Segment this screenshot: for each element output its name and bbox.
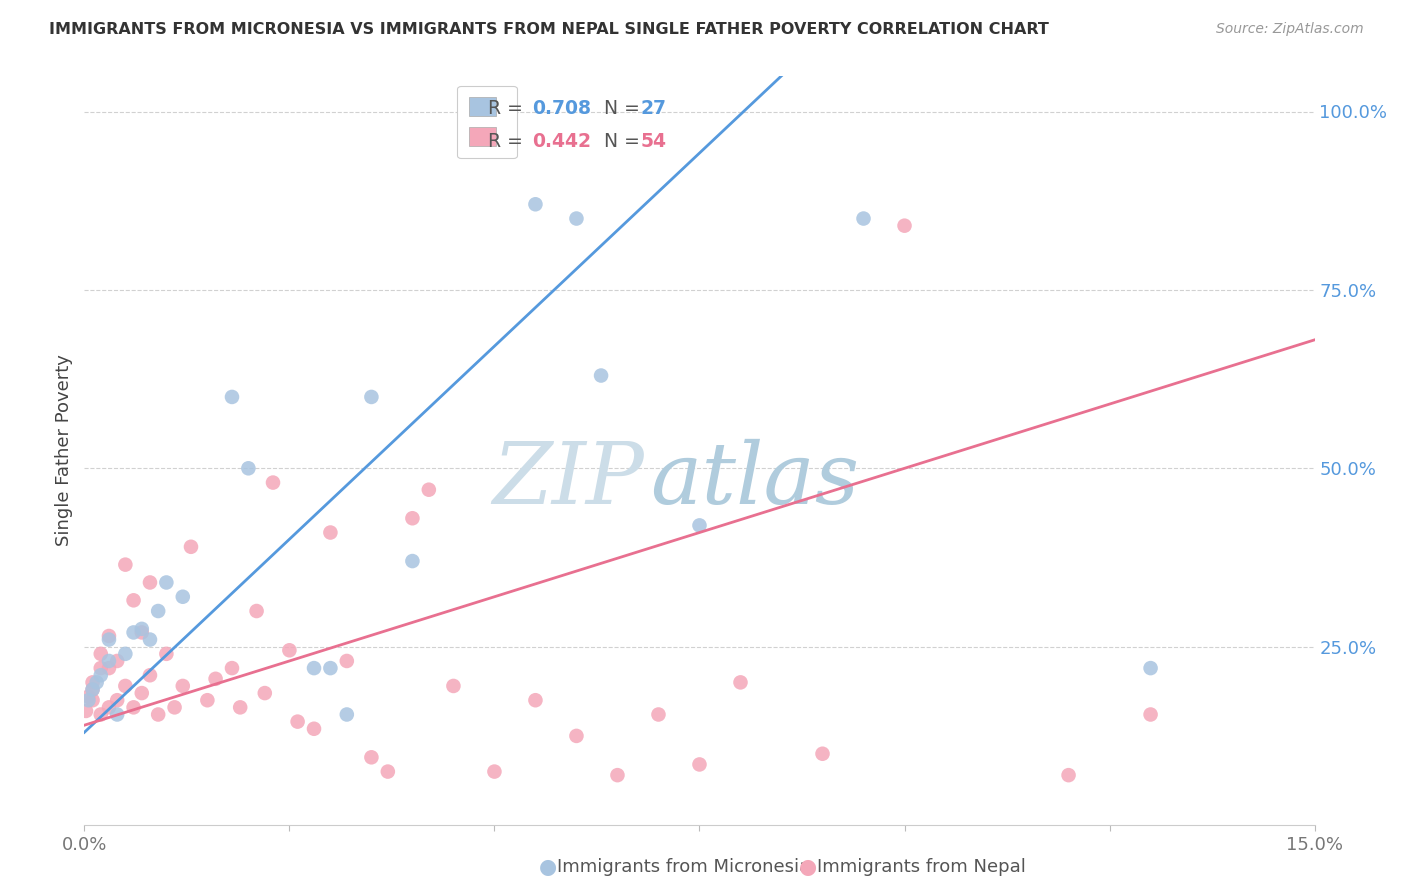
Point (131, 625, 153, 640)
Point (122, 593, 145, 607)
Point (221, 661, 243, 675)
Point (75, 704, 97, 718)
Point (278, 643, 301, 657)
Point (360, 390, 382, 404)
Text: ●: ● (540, 857, 557, 877)
Point (90, 647, 112, 661)
Point (82, 675, 104, 690)
Point (148, 707, 170, 722)
Point (1057, 768, 1080, 782)
Text: ●: ● (800, 857, 817, 877)
Point (105, 707, 128, 722)
Point (114, 679, 136, 693)
Point (893, 219, 915, 233)
Point (238, 461, 260, 475)
Point (418, 483, 440, 497)
Point (484, 764, 506, 779)
Point (131, 686, 153, 700)
Point (443, 679, 465, 693)
Text: R =: R = (488, 132, 529, 152)
Point (155, 575, 177, 590)
Point (262, 475, 284, 490)
Point (401, 511, 423, 525)
Text: Immigrants from Nepal: Immigrants from Nepal (817, 858, 1026, 876)
Point (524, 693, 547, 707)
Point (524, 197, 547, 211)
Point (172, 679, 194, 693)
Point (98, 629, 120, 643)
Point (139, 632, 162, 647)
Point (77, 690, 100, 704)
Point (852, 211, 875, 226)
Point (105, 693, 128, 707)
Point (98, 632, 120, 647)
Point (246, 604, 269, 618)
Point (148, 604, 170, 618)
Text: 54: 54 (641, 132, 666, 152)
Text: Immigrants from Micronesia: Immigrants from Micronesia (557, 858, 810, 876)
Point (360, 750, 382, 764)
Point (86, 675, 108, 690)
Point (229, 700, 252, 714)
Point (82, 682, 104, 697)
Point (139, 668, 162, 682)
Point (689, 518, 711, 533)
Point (253, 686, 276, 700)
Point (287, 714, 309, 729)
Point (565, 729, 588, 743)
Point (302, 722, 325, 736)
Point (139, 575, 162, 590)
Text: N =: N = (592, 98, 647, 118)
Point (204, 672, 226, 686)
Point (401, 554, 423, 568)
Point (319, 661, 342, 675)
Text: atlas: atlas (651, 439, 859, 522)
Point (77, 693, 100, 707)
Point (180, 540, 202, 554)
Point (319, 525, 342, 540)
Text: Source: ZipAtlas.com: Source: ZipAtlas.com (1216, 22, 1364, 37)
Point (197, 693, 219, 707)
Point (82, 682, 104, 697)
Point (336, 654, 359, 668)
Point (98, 700, 120, 714)
Point (1139, 661, 1161, 675)
Point (811, 747, 834, 761)
Y-axis label: Single Father Poverty: Single Father Poverty (55, 354, 73, 547)
Point (131, 622, 153, 636)
Point (105, 654, 128, 668)
Point (114, 647, 136, 661)
Text: N =: N = (592, 132, 647, 152)
Point (122, 625, 145, 640)
Point (730, 675, 752, 690)
Point (122, 700, 145, 714)
Text: ZIP: ZIP (492, 439, 644, 522)
Point (689, 757, 711, 772)
Point (565, 211, 588, 226)
Point (606, 768, 628, 782)
Point (172, 590, 194, 604)
Point (155, 647, 177, 661)
Point (377, 764, 399, 779)
Point (90, 668, 112, 682)
Point (336, 707, 359, 722)
Text: 27: 27 (641, 98, 666, 118)
Text: 0.442: 0.442 (533, 132, 591, 152)
Point (98, 661, 120, 675)
Point (90, 707, 112, 722)
Point (114, 558, 136, 572)
Point (647, 707, 669, 722)
Point (98, 654, 120, 668)
Point (221, 390, 243, 404)
Point (90, 661, 112, 675)
Point (1139, 707, 1161, 722)
Point (163, 700, 186, 714)
Text: IMMIGRANTS FROM MICRONESIA VS IMMIGRANTS FROM NEPAL SINGLE FATHER POVERTY CORREL: IMMIGRANTS FROM MICRONESIA VS IMMIGRANTS… (49, 22, 1049, 37)
Legend: , : , (457, 86, 517, 159)
Text: R =: R = (488, 98, 529, 118)
Text: 0.708: 0.708 (533, 98, 591, 118)
Point (82, 693, 104, 707)
Point (591, 368, 613, 383)
Point (302, 661, 325, 675)
